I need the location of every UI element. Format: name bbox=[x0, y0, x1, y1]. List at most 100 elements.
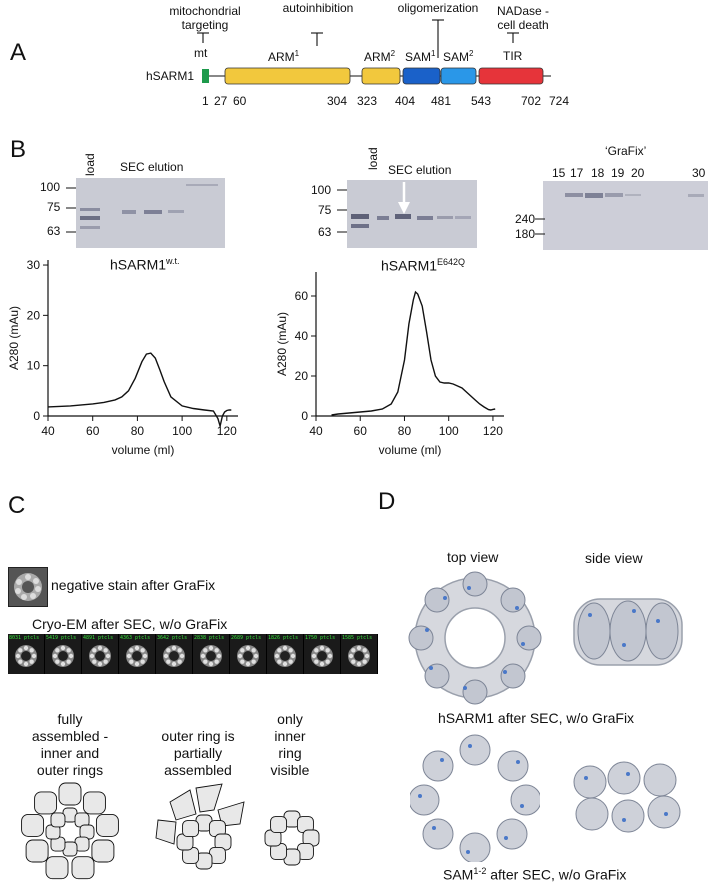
cryo-em-class-count: 4363 ptcls bbox=[120, 635, 151, 641]
chart-wt-x-label: volume (ml) bbox=[112, 443, 175, 457]
cryo-em-class-count: 4891 ptcls bbox=[83, 635, 114, 641]
cryo-em-class-average: 5419 ptcls bbox=[45, 634, 82, 674]
outer-ring-subunit bbox=[95, 813, 119, 837]
cryo-em-class-average: 1826 ptcls bbox=[267, 634, 304, 674]
chart-e642q-x-tick-label: 60 bbox=[354, 424, 368, 438]
chart-wt-y-tick-label: 30 bbox=[27, 258, 41, 272]
label-part-1: outer ring is bbox=[161, 728, 235, 744]
gel-e642q-elution-label: SEC elution bbox=[388, 163, 452, 177]
cryo-em-class-average: 3642 ptcls bbox=[156, 634, 193, 674]
domain-label-sam1: SAM1 bbox=[405, 49, 436, 64]
caption-sam: SAM1-2 after SEC, w/o GraFix bbox=[443, 866, 627, 883]
outer-ring-subunit bbox=[21, 813, 45, 837]
panel-letter-b: B bbox=[10, 136, 27, 163]
function-label-nadase-2: cell death bbox=[497, 18, 549, 32]
gel-e642q-image bbox=[347, 180, 477, 248]
residue-1: 1 bbox=[202, 94, 209, 108]
grafix-lane-19: 19 bbox=[611, 166, 625, 180]
chart-wt-x-tick-label: 120 bbox=[217, 424, 237, 438]
chart-e642q-x-tick-label: 100 bbox=[439, 424, 459, 438]
cryo-em-class-count: 1750 ptcls bbox=[305, 635, 336, 641]
gel-e642q-marker-100: 100 bbox=[311, 183, 332, 197]
cryo-em-class-count: 5419 ptcls bbox=[46, 635, 77, 641]
chart-wt-x-tick-label: 60 bbox=[86, 424, 100, 438]
partial-outer-subunit bbox=[195, 783, 223, 813]
outer-ring-subunit bbox=[45, 856, 69, 880]
grafix-lane-30: 30 bbox=[692, 166, 706, 180]
negative-stain-label: negative stain after GraFix bbox=[51, 577, 216, 593]
grafix-title: ‘GraFix’ bbox=[605, 144, 647, 158]
sam-side-view-map bbox=[573, 761, 681, 833]
ring-schematics bbox=[21, 782, 320, 880]
label-inner-4: visible bbox=[270, 762, 310, 778]
chart-wt-y-tick-label: 10 bbox=[27, 359, 41, 373]
chart-e642q-y-label: A280 (mAu) bbox=[275, 312, 289, 376]
cryo-em-class-count: 1585 ptcls bbox=[342, 635, 373, 641]
function-label-nadase-1: NADase - bbox=[496, 4, 549, 18]
panel-letter-d: D bbox=[378, 488, 396, 515]
domain-mt bbox=[202, 69, 209, 83]
cryo-em-class-average: 8031 ptcls bbox=[8, 634, 45, 674]
label-full-4: outer rings bbox=[36, 762, 104, 778]
inner-ring-subunit bbox=[50, 812, 66, 828]
cryo-em-class-count: 1826 ptcls bbox=[268, 635, 299, 641]
grafix-lane-17: 17 bbox=[570, 166, 584, 180]
residue-27: 27 bbox=[214, 94, 228, 108]
gel-wt-marker-100: 100 bbox=[40, 180, 61, 194]
hsarm1-top-view-map bbox=[408, 571, 542, 705]
hsarm1-side-view-map bbox=[573, 598, 683, 666]
label-full-3: inner and bbox=[40, 745, 100, 761]
residue-724: 724 bbox=[549, 94, 570, 108]
chart-wt-y-tick-label: 0 bbox=[33, 409, 40, 423]
chart-e642q-x-tick-label: 120 bbox=[483, 424, 503, 438]
cryo-em-class-count: 2689 ptcls bbox=[231, 635, 262, 641]
grafix-gel-image bbox=[543, 181, 708, 250]
gel-wt-marker-75: 75 bbox=[47, 200, 61, 214]
chart-wt-x-tick-label: 100 bbox=[172, 424, 192, 438]
function-label-mito-2: targeting bbox=[181, 18, 229, 32]
domain-arm1 bbox=[224, 67, 351, 85]
cryo-em-class-count: 8031 ptcls bbox=[9, 635, 40, 641]
panel-letter-c: C bbox=[8, 492, 26, 519]
grafix-lane-15: 15 bbox=[552, 166, 566, 180]
caption-hsarm1: hSARM1 after SEC, w/o GraFix bbox=[438, 710, 635, 726]
partial-outer-subunit bbox=[169, 789, 197, 821]
cryo-em-class-average: 2838 ptcls bbox=[193, 634, 230, 674]
cryo-em-class-count: 2838 ptcls bbox=[194, 635, 225, 641]
chart-wt-y-label: A280 (mAu) bbox=[7, 306, 21, 370]
domain-arm2 bbox=[361, 67, 401, 85]
domain-tir bbox=[478, 67, 544, 85]
label-part-3: assembled bbox=[164, 762, 232, 778]
sam-top-view-map bbox=[410, 734, 540, 862]
chart-wt-title: hSARM1w.t. bbox=[110, 256, 180, 273]
chart-wt: 40 60 80 100 120 0 10 20 30 volume (ml) A280 (mAu) bbox=[7, 258, 238, 457]
chart-e642q-y-tick-label: 20 bbox=[295, 369, 309, 383]
chart-e642q-series-line bbox=[331, 290, 496, 416]
grafix-marker-180: 180 bbox=[515, 227, 536, 241]
residue-304: 304 bbox=[327, 94, 348, 108]
inner-ring-subunit bbox=[182, 820, 200, 838]
cryo-em-class-average: 1750 ptcls bbox=[304, 634, 341, 674]
chart-e642q-x-tick-label: 40 bbox=[309, 424, 323, 438]
panel-letter-a: A bbox=[10, 39, 27, 66]
chart-e642q-y-tick-label: 60 bbox=[295, 289, 309, 303]
negative-stain-image bbox=[8, 567, 48, 607]
function-label-mito-1: mitochondrial bbox=[169, 4, 241, 18]
domain-label-arm2: ARM2 bbox=[364, 49, 396, 64]
chart-e642q-title: hSARM1E642Q bbox=[381, 257, 466, 274]
chart-wt-x-tick-label: 40 bbox=[41, 424, 55, 438]
grafix-lane-18: 18 bbox=[591, 166, 605, 180]
label-part-2: partially bbox=[173, 745, 223, 761]
residue-60: 60 bbox=[233, 94, 247, 108]
domain-bar-graphic bbox=[197, 19, 551, 85]
domain-label-sam2: SAM2 bbox=[443, 49, 474, 64]
domain-sam1 bbox=[402, 67, 441, 85]
outer-ring-subunit bbox=[82, 791, 106, 815]
cryo-em-class-strip: 8031 ptcls 5419 ptcls 4891 ptcls 4363 ptcls… bbox=[8, 634, 378, 674]
domain-label-mt: mt bbox=[194, 46, 208, 60]
gel-e642q-marker-63: 63 bbox=[318, 225, 332, 239]
chart-wt-x-tick-label: 80 bbox=[131, 424, 145, 438]
arrow-down-icon bbox=[398, 182, 410, 214]
label-inner-1: only bbox=[277, 711, 303, 727]
cryo-em-class-average: 4891 ptcls bbox=[82, 634, 119, 674]
